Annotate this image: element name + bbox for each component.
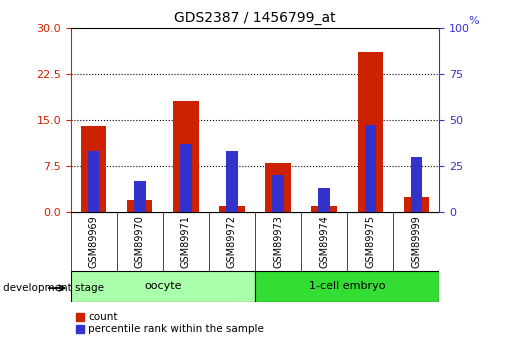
Legend: count, percentile rank within the sample: count, percentile rank within the sample	[76, 312, 264, 334]
Bar	[358, 52, 383, 212]
Bar	[226, 151, 238, 212]
Bar	[81, 126, 107, 212]
Bar	[255, 271, 439, 302]
Text: GSM89969: GSM89969	[89, 215, 99, 268]
Bar	[272, 175, 284, 212]
Text: GSM89974: GSM89974	[319, 215, 329, 268]
Bar	[134, 181, 145, 212]
Bar	[403, 197, 429, 212]
Bar	[312, 206, 337, 212]
Bar	[71, 271, 255, 302]
Bar	[88, 151, 99, 212]
Bar	[219, 206, 244, 212]
Bar	[180, 144, 191, 212]
Text: 1-cell embryo: 1-cell embryo	[309, 282, 385, 291]
Bar	[319, 188, 330, 212]
Title: GDS2387 / 1456799_at: GDS2387 / 1456799_at	[174, 11, 336, 25]
Text: GSM89975: GSM89975	[365, 215, 375, 268]
Text: GSM89970: GSM89970	[135, 215, 145, 268]
Text: GSM89971: GSM89971	[181, 215, 191, 268]
Text: development stage: development stage	[3, 283, 104, 293]
Text: %: %	[469, 16, 479, 26]
Bar	[365, 126, 376, 212]
Text: oocyte: oocyte	[144, 282, 182, 291]
Text: GSM89973: GSM89973	[273, 215, 283, 268]
Text: GSM89999: GSM89999	[411, 215, 421, 268]
Text: GSM89972: GSM89972	[227, 215, 237, 268]
Bar	[266, 163, 291, 212]
Bar	[411, 157, 422, 212]
Bar	[173, 101, 198, 212]
Bar	[127, 200, 153, 212]
